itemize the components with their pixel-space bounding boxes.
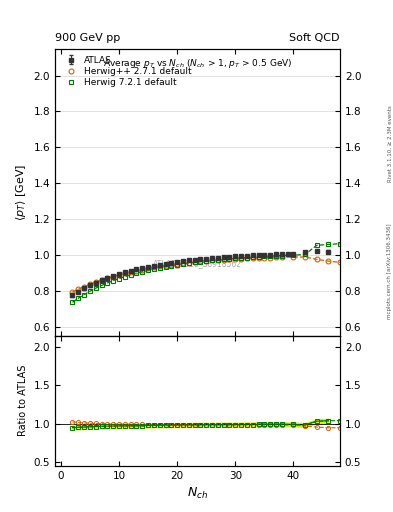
Herwig++ 2.7.1 default (274, 254, 278, 261)
Herwig 7.2.1 default (209, 258, 214, 264)
Text: mcplots.cern.ch [arXiv:1306.3436]: mcplots.cern.ch [arXiv:1306.3436] (387, 224, 392, 319)
Herwig 7.2.1 default (181, 261, 185, 267)
Herwig 7.2.1 default (134, 270, 139, 276)
Herwig 7.2.1 default (338, 241, 342, 247)
Herwig++ 2.7.1 default (314, 256, 319, 262)
Y-axis label: $\langle p_T \rangle$ [GeV]: $\langle p_T \rangle$ [GeV] (14, 163, 28, 221)
Herwig++ 2.7.1 default (105, 275, 110, 282)
Herwig 7.2.1 default (233, 255, 238, 262)
Herwig++ 2.7.1 default (163, 263, 168, 269)
Herwig 7.2.1 default (192, 259, 197, 265)
Herwig++ 2.7.1 default (303, 254, 307, 260)
Text: Soft QCD: Soft QCD (290, 33, 340, 43)
Text: Average $p_T$ vs $N_{ch}$ ($N_{ch}$ > 1, $p_T$ > 0.5 GeV): Average $p_T$ vs $N_{ch}$ ($N_{ch}$ > 1,… (103, 57, 292, 70)
Herwig++ 2.7.1 default (244, 255, 249, 262)
Herwig 7.2.1 default (123, 273, 127, 280)
Legend: ATLAS, Herwig++ 2.7.1 default, Herwig 7.2.1 default: ATLAS, Herwig++ 2.7.1 default, Herwig 7.… (59, 53, 194, 90)
Herwig 7.2.1 default (169, 263, 174, 269)
Herwig 7.2.1 default (140, 269, 145, 275)
Herwig++ 2.7.1 default (152, 264, 156, 270)
Herwig++ 2.7.1 default (262, 254, 267, 261)
Herwig++ 2.7.1 default (169, 262, 174, 268)
Herwig 7.2.1 default (117, 275, 121, 282)
Herwig++ 2.7.1 default (82, 284, 86, 290)
Line: Herwig++ 2.7.1 default: Herwig++ 2.7.1 default (70, 254, 342, 294)
Herwig++ 2.7.1 default (338, 259, 342, 265)
Herwig++ 2.7.1 default (134, 268, 139, 274)
Herwig++ 2.7.1 default (117, 272, 121, 278)
Herwig++ 2.7.1 default (175, 261, 180, 267)
Herwig 7.2.1 default (76, 295, 81, 301)
Herwig++ 2.7.1 default (209, 258, 214, 264)
Herwig 7.2.1 default (244, 254, 249, 261)
Herwig++ 2.7.1 default (326, 258, 331, 264)
Herwig++ 2.7.1 default (111, 273, 116, 280)
Herwig++ 2.7.1 default (215, 257, 220, 263)
Herwig 7.2.1 default (291, 252, 296, 258)
Herwig++ 2.7.1 default (256, 255, 261, 261)
Herwig 7.2.1 default (274, 253, 278, 259)
Herwig 7.2.1 default (262, 253, 267, 260)
Herwig++ 2.7.1 default (157, 263, 162, 269)
Herwig++ 2.7.1 default (70, 289, 75, 295)
Y-axis label: Ratio to ATLAS: Ratio to ATLAS (18, 365, 28, 436)
Herwig++ 2.7.1 default (198, 259, 203, 265)
Herwig 7.2.1 default (175, 262, 180, 268)
Herwig 7.2.1 default (268, 253, 272, 259)
Text: 900 GeV pp: 900 GeV pp (55, 33, 120, 43)
Herwig++ 2.7.1 default (123, 270, 127, 276)
Herwig++ 2.7.1 default (239, 255, 243, 262)
Herwig 7.2.1 default (279, 252, 284, 259)
Herwig++ 2.7.1 default (233, 256, 238, 262)
Herwig 7.2.1 default (326, 241, 331, 247)
Herwig 7.2.1 default (215, 257, 220, 263)
Herwig++ 2.7.1 default (186, 260, 191, 266)
Herwig 7.2.1 default (227, 255, 232, 262)
Herwig 7.2.1 default (105, 280, 110, 286)
Herwig 7.2.1 default (82, 291, 86, 297)
Herwig 7.2.1 default (186, 260, 191, 266)
Line: Herwig 7.2.1 default: Herwig 7.2.1 default (70, 241, 342, 305)
Herwig 7.2.1 default (70, 300, 75, 306)
Herwig 7.2.1 default (250, 254, 255, 260)
Herwig++ 2.7.1 default (268, 254, 272, 261)
Herwig++ 2.7.1 default (250, 255, 255, 261)
Text: Rivet 3.1.10, ≥ 2.3M events: Rivet 3.1.10, ≥ 2.3M events (387, 105, 392, 182)
Herwig 7.2.1 default (99, 283, 104, 289)
Herwig++ 2.7.1 default (227, 256, 232, 262)
Herwig++ 2.7.1 default (192, 259, 197, 265)
Herwig++ 2.7.1 default (128, 269, 133, 275)
Herwig++ 2.7.1 default (204, 258, 209, 264)
Herwig 7.2.1 default (204, 258, 209, 264)
Herwig++ 2.7.1 default (181, 260, 185, 266)
Herwig 7.2.1 default (239, 255, 243, 261)
Herwig 7.2.1 default (157, 265, 162, 271)
Herwig 7.2.1 default (163, 264, 168, 270)
Herwig 7.2.1 default (152, 266, 156, 272)
Herwig 7.2.1 default (198, 259, 203, 265)
X-axis label: $N_{ch}$: $N_{ch}$ (187, 486, 208, 501)
Herwig++ 2.7.1 default (279, 254, 284, 260)
Herwig++ 2.7.1 default (146, 265, 151, 271)
Herwig 7.2.1 default (146, 267, 151, 273)
Herwig++ 2.7.1 default (94, 279, 98, 285)
Herwig++ 2.7.1 default (291, 254, 296, 260)
Herwig 7.2.1 default (111, 278, 116, 284)
Herwig++ 2.7.1 default (76, 286, 81, 292)
Herwig++ 2.7.1 default (221, 257, 226, 263)
Herwig 7.2.1 default (314, 242, 319, 248)
Herwig 7.2.1 default (88, 288, 92, 294)
Herwig++ 2.7.1 default (99, 277, 104, 283)
Herwig 7.2.1 default (94, 285, 98, 291)
Herwig 7.2.1 default (221, 256, 226, 262)
Herwig 7.2.1 default (303, 251, 307, 258)
Herwig 7.2.1 default (256, 254, 261, 260)
Herwig++ 2.7.1 default (140, 266, 145, 272)
Herwig 7.2.1 default (128, 272, 133, 278)
Text: ATLAS_2010_S8918562: ATLAS_2010_S8918562 (153, 259, 242, 268)
Herwig++ 2.7.1 default (88, 281, 92, 287)
